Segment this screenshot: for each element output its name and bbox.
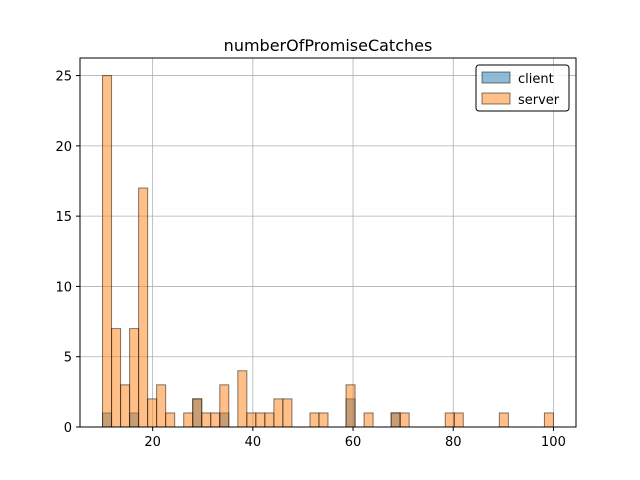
chart-title: numberOfPromiseCatches <box>224 36 433 55</box>
bar-server <box>102 75 113 428</box>
bar-server <box>147 398 158 428</box>
plot-frame <box>79 57 577 428</box>
legend: client server <box>475 64 570 112</box>
bar-server <box>390 412 401 428</box>
bar-server <box>246 412 257 428</box>
axis-ticks: 20 40 60 80 100 0 5 10 15 20 25 <box>55 70 565 450</box>
x-tick-label: 40 <box>245 435 262 450</box>
bar-server <box>138 187 149 428</box>
bar-server <box>273 398 284 428</box>
y-tick-label: 25 <box>55 70 72 85</box>
bar-server <box>264 412 275 428</box>
y-tick-label: 10 <box>55 280 72 295</box>
bar-server <box>201 412 212 428</box>
bar-server <box>120 384 131 428</box>
legend-swatch-client <box>481 71 511 84</box>
y-tick-label: 15 <box>55 210 72 225</box>
axes-frame <box>79 57 577 428</box>
x-tick-label: 60 <box>345 435 362 450</box>
bar-server <box>498 412 509 428</box>
legend-swatch-server <box>481 92 511 105</box>
bar-server <box>543 412 554 428</box>
x-tick-label: 20 <box>144 435 161 450</box>
bar-server <box>165 412 176 428</box>
bar-server <box>282 398 293 428</box>
bar-server <box>183 412 194 428</box>
bar-server <box>219 384 230 428</box>
bar-server <box>192 398 203 428</box>
bar-server <box>129 328 140 428</box>
bar-server <box>156 384 167 428</box>
legend-label-client: client <box>518 72 554 87</box>
y-tick-label: 0 <box>64 421 72 436</box>
y-tick-label: 5 <box>64 351 72 366</box>
bar-server <box>237 370 248 428</box>
bar-server <box>444 412 455 428</box>
bar-server <box>345 384 356 428</box>
bar-server <box>453 412 464 428</box>
bar-server <box>255 412 266 428</box>
y-tick-label: 20 <box>55 140 72 155</box>
bar-server <box>309 412 320 428</box>
bar-server <box>318 412 329 428</box>
x-tick-label: 80 <box>445 435 462 450</box>
bar-server <box>399 412 410 428</box>
x-tick-label: 100 <box>541 435 566 450</box>
bar-server <box>111 328 122 428</box>
bar-server <box>363 412 374 428</box>
legend-label-server: server <box>518 93 560 108</box>
bars-layer <box>102 75 554 428</box>
bar-server <box>210 412 221 428</box>
